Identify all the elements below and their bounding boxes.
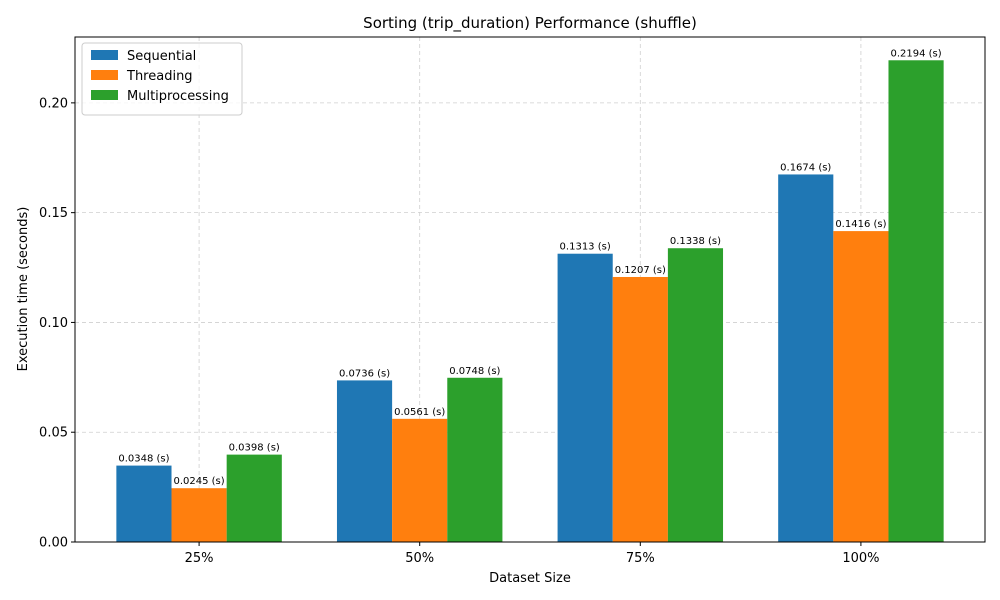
bar-sequential-3 bbox=[778, 174, 834, 543]
x-axis-ticks: 25% 50% 75% 100% bbox=[185, 542, 879, 566]
y-tick-label: 0.05 bbox=[39, 426, 68, 441]
legend: Sequential Threading Multiprocessing bbox=[81, 42, 243, 116]
data-label: 0.1338 (s) bbox=[670, 236, 721, 247]
bar-sequential-1 bbox=[336, 380, 393, 542]
data-label: 0.1416 (s) bbox=[835, 219, 886, 230]
data-label: 0.0398 (s) bbox=[229, 443, 280, 454]
plot-frame bbox=[74, 36, 986, 543]
data-label: 0.1207 (s) bbox=[615, 265, 666, 276]
data-label: 0.0748 (s) bbox=[449, 366, 500, 377]
y-axis-ticks: 0.00 0.05 0.10 0.15 0.20 bbox=[39, 96, 75, 551]
data-label: 0.0736 (s) bbox=[339, 368, 390, 379]
x-axis-label: Dataset Size bbox=[489, 571, 571, 586]
bar-multiprocessing-2 bbox=[667, 248, 724, 542]
data-label: 0.0348 (s) bbox=[118, 454, 169, 465]
legend-label: Sequential bbox=[127, 49, 196, 64]
legend-swatch bbox=[91, 50, 118, 60]
x-tick-label: 75% bbox=[626, 551, 655, 566]
bar-multiprocessing-1 bbox=[447, 377, 503, 542]
legend-box bbox=[81, 42, 243, 116]
bar-threading-1 bbox=[392, 418, 448, 542]
chart-title: Sorting (trip_duration) Performance (shu… bbox=[363, 14, 697, 33]
y-tick-label: 0.20 bbox=[39, 96, 68, 111]
y-tick-label: 0.00 bbox=[39, 536, 68, 551]
bar-threading-3 bbox=[833, 231, 889, 543]
legend-label: Multiprocessing bbox=[127, 89, 229, 104]
data-label: 0.0561 (s) bbox=[394, 407, 445, 418]
data-labels: 0.0348 (s) 0.0736 (s) 0.1313 (s) 0.1674 (s)… bbox=[118, 48, 941, 487]
y-tick-label: 0.10 bbox=[39, 316, 68, 331]
bar-threading-0 bbox=[171, 488, 227, 542]
bar-multiprocessing-3 bbox=[888, 60, 944, 542]
legend-label: Threading bbox=[126, 69, 193, 84]
y-axis-label: Execution time (seconds) bbox=[16, 207, 31, 372]
x-tick-label: 100% bbox=[842, 551, 879, 566]
y-tick-label: 0.15 bbox=[39, 206, 68, 221]
data-label: 0.2194 (s) bbox=[890, 48, 941, 59]
bar-multiprocessing-0 bbox=[226, 454, 282, 542]
legend-swatch bbox=[91, 90, 118, 100]
data-label: 0.1313 (s) bbox=[560, 242, 611, 253]
data-label: 0.1674 (s) bbox=[780, 162, 831, 173]
x-tick-label: 50% bbox=[405, 551, 434, 566]
bar-threading-2 bbox=[612, 276, 668, 542]
data-label: 0.0245 (s) bbox=[173, 476, 224, 487]
bars bbox=[116, 60, 944, 543]
bar-sequential-0 bbox=[116, 465, 172, 542]
legend-swatch bbox=[91, 70, 118, 80]
bar-sequential-2 bbox=[557, 253, 613, 542]
x-tick-label: 25% bbox=[185, 551, 214, 566]
